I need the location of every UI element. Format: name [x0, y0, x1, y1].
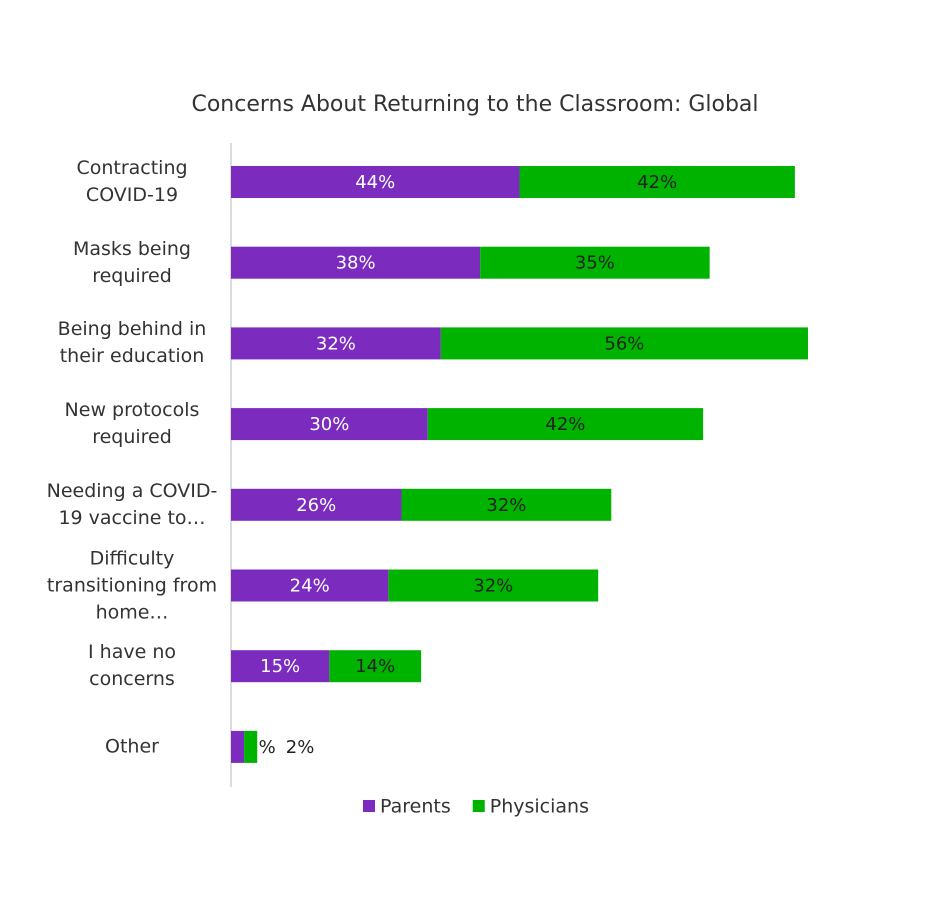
legend-swatch: [472, 800, 485, 812]
bar-segment: [231, 488, 402, 521]
bar-segment: [401, 488, 612, 521]
data-label: 14%: [355, 656, 395, 677]
bar-segment: [388, 569, 599, 602]
data-label: 35%: [575, 253, 615, 274]
category-label: Other: [105, 735, 159, 758]
category-label: New protocols required: [64, 399, 200, 449]
data-label: 56%: [604, 333, 644, 354]
bar-segment: [231, 408, 428, 441]
category-label: I have no concerns: [88, 641, 176, 691]
chart-title: Concerns About Returning to the Classroo…: [191, 92, 758, 117]
data-label: 15%: [260, 656, 300, 677]
bar-segment: [231, 730, 245, 763]
data-label: 24%: [290, 576, 330, 597]
bar-segment: [427, 408, 704, 441]
data-label: 38%: [336, 253, 376, 274]
data-label: 32%: [473, 576, 513, 597]
bar-segment: [329, 650, 422, 683]
bar-segment: [231, 327, 441, 360]
bar-segment: [231, 569, 389, 602]
category-label: Needing a COVID-19 vaccine to…: [46, 479, 218, 529]
data-label: 42%: [545, 414, 585, 435]
bar-segment: [519, 166, 795, 198]
category-label: Being behind in their education: [57, 318, 207, 368]
category-label: Difficulty transitioning from home…: [46, 547, 218, 623]
data-label: 42%: [637, 172, 677, 193]
data-label: 30%: [309, 414, 349, 435]
bar-segment: [440, 327, 808, 360]
bar-segment: [231, 166, 520, 198]
category-label: Masks being required: [72, 237, 191, 287]
data-label: 32%: [486, 495, 526, 516]
bar-segment: [244, 730, 258, 763]
data-label: 26%: [296, 495, 336, 516]
bar-segment: [231, 650, 330, 683]
data-label: 32%: [316, 333, 356, 354]
legend-label: Physicians: [490, 796, 589, 818]
legend-swatch: [363, 800, 375, 812]
data-label: 2%: [286, 737, 315, 758]
bar-segment: [480, 246, 710, 279]
legend-label: Parents: [380, 796, 451, 818]
category-label: Contracting COVID-19: [76, 157, 188, 206]
bar-segment: [231, 246, 481, 279]
data-label: 44%: [355, 172, 395, 193]
